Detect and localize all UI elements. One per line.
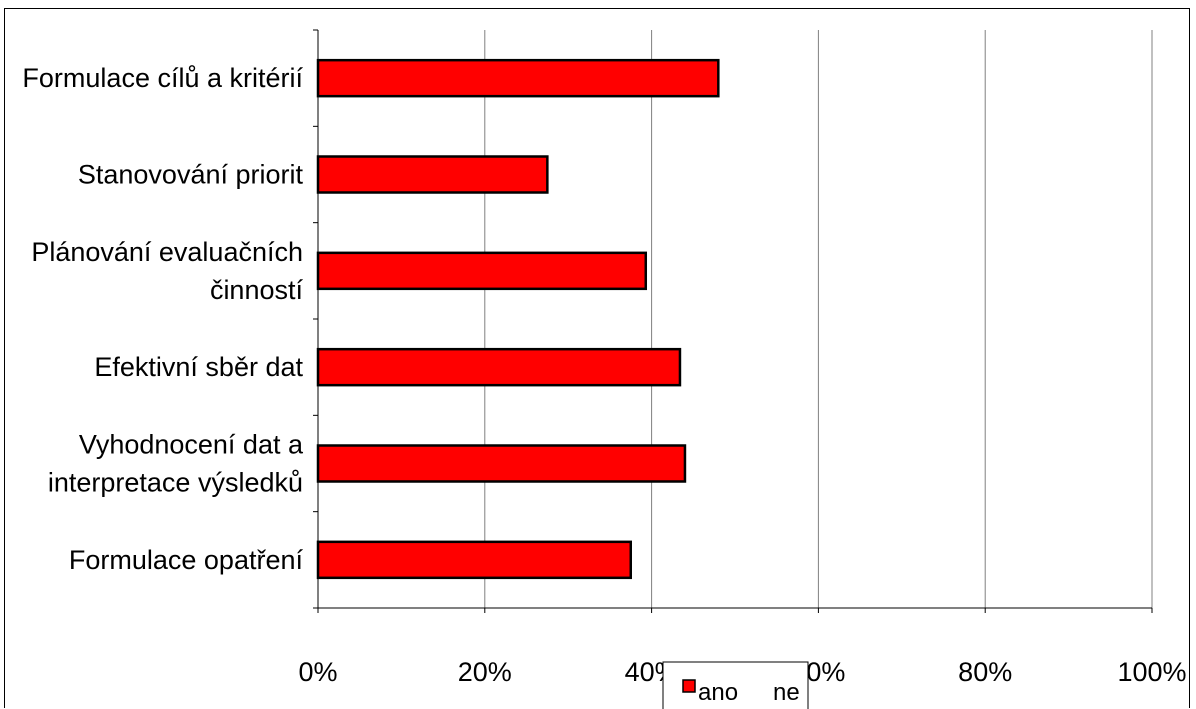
bar-ano (316, 347, 682, 387)
x-tick-label: 20% (458, 657, 512, 687)
legend-label-ano: ano (698, 679, 738, 706)
bar-ano (316, 58, 720, 98)
bars (316, 58, 720, 580)
legend: ano ne (662, 661, 809, 709)
bar-ano (316, 155, 549, 194)
legend-box (662, 661, 809, 709)
category-labels: Formulace cílů a kritérií Stanovování pri… (22, 63, 304, 575)
axes (313, 29, 1153, 613)
legend-swatch-ano (682, 679, 696, 693)
bar-ano (316, 444, 687, 483)
x-tick-label: 100% (1117, 657, 1186, 687)
gridlines (484, 30, 1153, 608)
category-label: Vyhodnocení dat a interpretace výsledků (48, 430, 304, 498)
legend-label-ne: ne (773, 679, 800, 706)
category-label: Stanovování priorit (78, 160, 304, 190)
x-tick-labels: 0% 20% 40% 60% 80% 100% (298, 657, 1186, 687)
category-label: Plánování evaluačních činností (31, 237, 303, 305)
category-label: Formulace opatření (69, 545, 304, 575)
x-tick-label: 80% (958, 657, 1012, 687)
x-tick-label: 0% (298, 657, 337, 687)
category-label: Efektivní sběr dat (94, 352, 303, 382)
bar-ano (316, 251, 648, 291)
bar-ano (316, 540, 632, 580)
category-label: Formulace cílů a kritérií (22, 63, 303, 93)
